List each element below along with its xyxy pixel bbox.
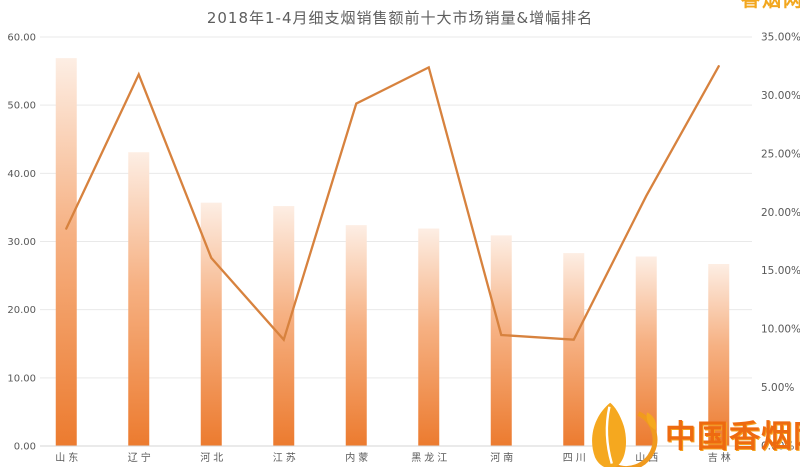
x-axis-label-河北: 河北 <box>200 452 226 464</box>
bar-山西 <box>635 256 657 446</box>
bar-吉林 <box>708 263 730 446</box>
right-axis-tick-label: 35.00% <box>761 32 800 44</box>
right-axis-tick-label: 20.00% <box>761 207 800 219</box>
left-axis-tick-label: 10.00 <box>7 373 36 384</box>
bar-四川 <box>563 253 585 446</box>
left-axis-tick-label: 40.00 <box>7 169 36 180</box>
left-axis-tick-label: 60.00 <box>7 33 36 44</box>
right-axis-tick-label: 0.00% <box>761 441 794 453</box>
x-axis-label-河南: 河南 <box>490 451 516 464</box>
right-axis-tick-label: 30.00% <box>761 90 800 102</box>
corner-watermark-fragment: 香烟网 <box>740 0 800 11</box>
bar-内蒙 <box>345 225 367 446</box>
bar-河南 <box>490 235 512 446</box>
x-axis-label-黑龙江: 黑龙江 <box>411 451 450 464</box>
left-axis-tick-label: 50.00 <box>7 101 36 112</box>
bar-山东 <box>55 58 77 447</box>
right-axis-tick-label: 5.00% <box>761 382 794 394</box>
bar-江苏 <box>273 206 295 446</box>
x-axis-label-四川: 四川 <box>563 453 589 464</box>
bar-辽宁 <box>128 152 150 446</box>
bar-黑龙江 <box>418 228 440 446</box>
left-axis-tick-label: 0.00 <box>14 442 36 453</box>
left-axis-tick-label: 20.00 <box>7 305 36 316</box>
x-axis-label-山西: 山西 <box>635 452 661 464</box>
right-axis-tick-label: 15.00% <box>761 265 800 277</box>
growth-rate-line <box>65 65 720 342</box>
right-axis-tick-label: 10.00% <box>761 324 800 336</box>
x-axis-label-江苏: 江苏 <box>273 451 299 464</box>
x-axis-label-山东: 山东 <box>55 451 81 464</box>
x-axis-label-辽宁: 辽宁 <box>128 451 154 464</box>
x-axis-label-吉林: 吉林 <box>708 451 734 464</box>
left-axis-tick-label: 30.00 <box>7 237 36 248</box>
right-axis-tick-label: 25.00% <box>761 148 800 160</box>
chart-title: 2018年1-4月细支烟销售额前十大市场销量&增幅排名 <box>206 9 594 27</box>
x-axis-label-内蒙: 内蒙 <box>345 451 371 464</box>
